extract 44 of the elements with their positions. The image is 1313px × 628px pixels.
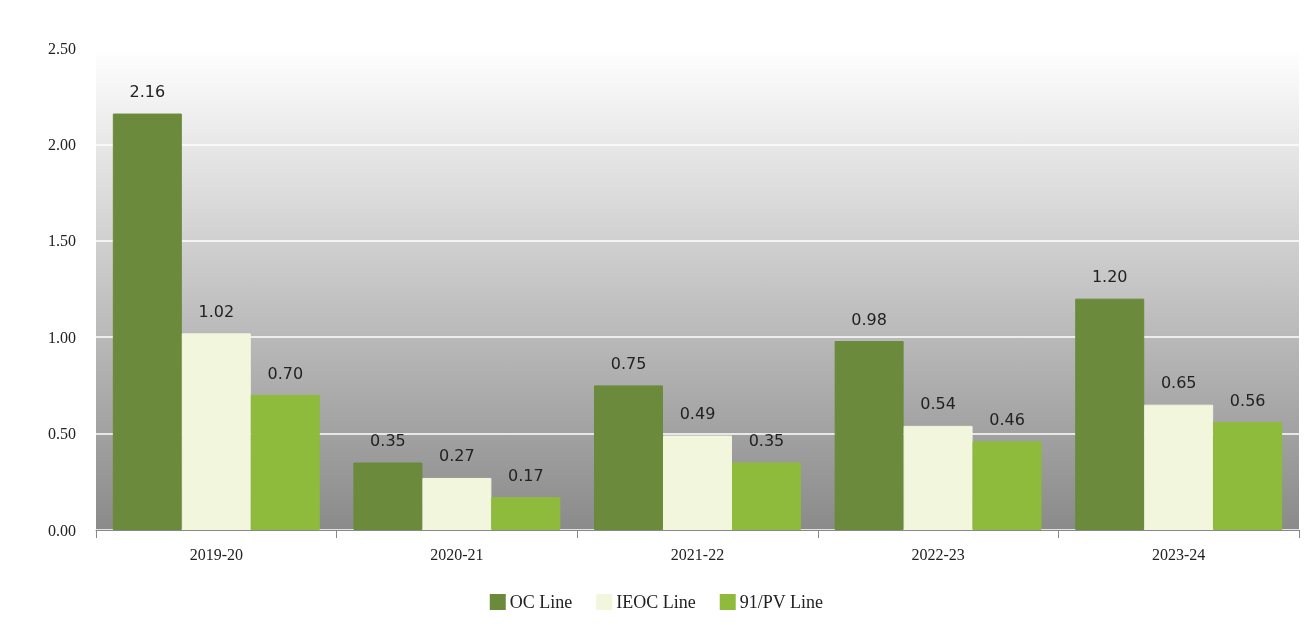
y-tick-label: 1.50	[48, 232, 76, 250]
data-label: 0.65	[1160, 373, 1197, 393]
data-label: 0.35	[748, 431, 785, 451]
legend-label: 91/PV Line	[739, 592, 823, 612]
y-tick-label: 2.50	[48, 39, 76, 57]
bar	[1213, 422, 1283, 530]
bar	[181, 333, 251, 530]
bar	[491, 497, 561, 530]
data-label: 0.49	[679, 404, 716, 424]
x-tick-label: 2022-23	[911, 545, 965, 563]
data-label: 2.16	[129, 82, 166, 102]
bar	[903, 425, 973, 530]
y-tick-label: 0.00	[48, 521, 76, 539]
data-label: 1.02	[198, 301, 235, 321]
data-label: 0.98	[851, 309, 887, 329]
bar	[972, 441, 1042, 530]
bar	[594, 385, 664, 530]
x-tick-label: 2021-22	[670, 545, 725, 563]
data-label: 0.27	[439, 446, 475, 466]
x-tick-label: 2019-20	[189, 545, 243, 563]
bar	[1075, 298, 1145, 530]
bar	[353, 462, 423, 530]
data-label: 0.46	[989, 409, 1025, 429]
data-label: 0.70	[267, 363, 304, 383]
bar	[731, 462, 801, 530]
data-label: 0.17	[508, 465, 544, 485]
x-tick-label: 2023-24	[1152, 545, 1206, 563]
data-label: 0.75	[610, 353, 647, 373]
data-label: 0.35	[370, 431, 406, 451]
bar	[422, 477, 492, 530]
bar	[1144, 404, 1214, 530]
y-tick-label: 0.50	[48, 425, 76, 443]
data-label: 0.54	[920, 394, 956, 414]
x-tick-label: 2020-21	[430, 545, 484, 563]
y-tick-label: 2.00	[48, 135, 76, 153]
legend-label: IEOC Line	[616, 592, 696, 612]
bar	[250, 395, 320, 530]
bar	[834, 341, 904, 530]
bar	[112, 113, 182, 530]
legend-label: OC Line	[509, 592, 573, 612]
bar	[663, 435, 732, 530]
y-tick-label: 1.00	[48, 328, 76, 346]
data-label: 0.56	[1229, 390, 1266, 410]
data-label: 1.20	[1091, 267, 1128, 287]
